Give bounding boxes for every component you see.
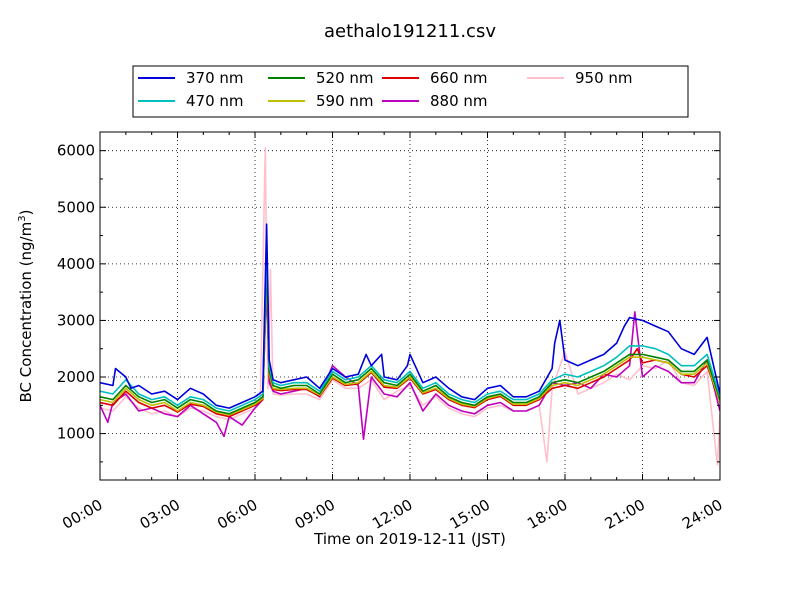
- grid-lines: [99, 132, 721, 480]
- legend-item: 950 nm: [527, 69, 633, 87]
- series-line-950-nm: [100, 147, 720, 466]
- legend-label: 950 nm: [575, 69, 633, 87]
- legend-item: 370 nm: [138, 69, 244, 87]
- series-lines: [100, 147, 720, 466]
- plot-area: [99, 131, 721, 481]
- x-tick-label: 15:00: [447, 496, 493, 533]
- legend-label: 880 nm: [430, 92, 488, 110]
- series-line-880-nm: [100, 279, 720, 441]
- y-tick-label: 3000: [57, 311, 95, 329]
- legend-item: 880 nm: [382, 92, 488, 110]
- legend-item: 520 nm: [268, 69, 374, 87]
- y-tick-labels: 1000 2000 3000 4000 5000 6000: [57, 142, 95, 443]
- y-tick-label: 5000: [57, 198, 95, 216]
- legend-item: 660 nm: [382, 69, 488, 87]
- legend: 370 nm 470 nm 520 nm 590 nm 660 nm 880 nm 950 …: [132, 65, 689, 118]
- x-tick-label: 06:00: [214, 496, 260, 533]
- series-line-470-nm: [100, 240, 720, 412]
- y-axis-label-superscript: 3: [17, 215, 28, 221]
- legend-item: 590 nm: [268, 92, 374, 110]
- y-axis-label: BC Concentration (ng/m3): [17, 210, 35, 403]
- x-tick-label: 12:00: [369, 496, 415, 533]
- series-line-660-nm: [100, 274, 720, 418]
- chart-title: aethalo191211.csv: [324, 21, 496, 42]
- axis-ticks: [99, 132, 721, 480]
- x-tick-label: 21:00: [602, 496, 648, 533]
- x-tick-label: 18:00: [524, 496, 570, 533]
- y-tick-label: 2000: [57, 368, 95, 386]
- x-axis-label: Time on 2019-12-11 (JST): [313, 530, 506, 548]
- legend-label: 660 nm: [430, 69, 488, 87]
- x-tick-label: 03:00: [137, 496, 183, 533]
- y-axis-label-main: BC Concentration (ng/m: [17, 222, 35, 403]
- x-tick-label: 09:00: [292, 496, 338, 533]
- series-line-370-nm: [100, 223, 720, 409]
- legend-label: 370 nm: [186, 69, 244, 87]
- x-tick-label: 00:00: [59, 496, 105, 533]
- series-line-590-nm: [100, 268, 720, 416]
- x-tick-labels: 00:00 03:00 06:00 09:00 12:00 15:00 18:00 21:00…: [59, 496, 725, 533]
- x-tick-label: 24:00: [679, 496, 725, 533]
- y-tick-label: 1000: [57, 425, 95, 443]
- y-axis-label-close: ): [17, 210, 35, 216]
- legend-label: 520 nm: [316, 69, 374, 87]
- y-tick-label: 4000: [57, 255, 95, 273]
- legend-box: [132, 65, 689, 118]
- legend-label: 590 nm: [316, 92, 374, 110]
- legend-item: 470 nm: [138, 92, 244, 110]
- y-tick-label: 6000: [57, 142, 95, 160]
- legend-label: 470 nm: [186, 92, 244, 110]
- series-line-520-nm: [100, 257, 720, 415]
